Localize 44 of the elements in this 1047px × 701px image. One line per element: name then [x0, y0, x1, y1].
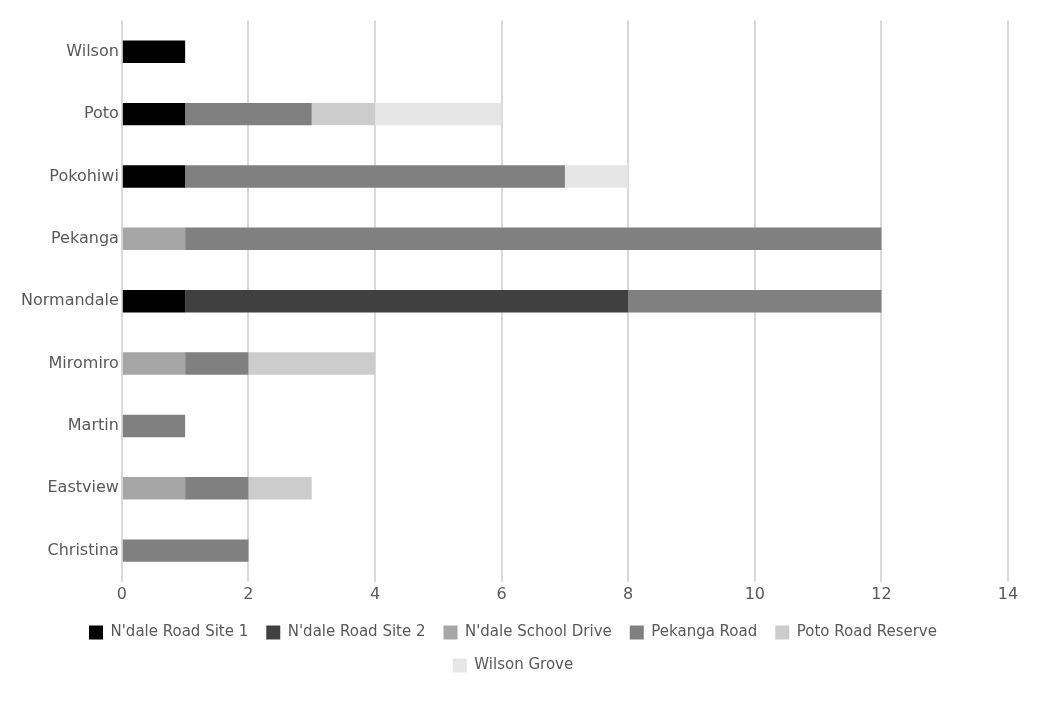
- legend-label: N'dale Road Site 2: [287, 622, 426, 641]
- bar: [122, 102, 186, 126]
- bar: [122, 352, 186, 375]
- y-tick-label: Martin: [67, 415, 119, 435]
- bar: [185, 102, 312, 126]
- x-tick-label: 10: [744, 583, 765, 603]
- bar: [122, 414, 186, 438]
- bar: [185, 289, 629, 313]
- x-tick-label: 8: [623, 583, 634, 603]
- legend-label: N'dale Road Site 1: [110, 622, 249, 641]
- bar: [375, 102, 502, 126]
- bar: [122, 477, 186, 500]
- y-tick-label: Wilson: [66, 40, 119, 60]
- legend-label: Wilson Grove: [474, 655, 574, 674]
- x-tick-label: 6: [496, 583, 507, 603]
- y-tick-label: Pekanga: [51, 228, 119, 247]
- y-tick-label: Poto: [83, 103, 119, 123]
- bar: [122, 227, 186, 251]
- bar: [122, 289, 186, 313]
- y-tick-label: Eastview: [47, 477, 119, 497]
- bar: [185, 227, 882, 251]
- legend-label: Poto Road Reserve: [796, 622, 937, 641]
- bar: [185, 352, 249, 375]
- x-tick-label: 4: [369, 583, 381, 603]
- bar: [564, 165, 629, 188]
- bar: [122, 539, 249, 562]
- y-tick-label: Pokohiwi: [49, 165, 119, 185]
- y-tick-label: Christina: [47, 539, 119, 559]
- bar: [248, 477, 312, 500]
- x-tick-label: 2: [243, 583, 254, 603]
- bar: [122, 165, 186, 188]
- x-tick-label: 0: [116, 583, 127, 603]
- bar: [248, 352, 376, 375]
- bar: [122, 40, 186, 63]
- legend-label: N'dale School Drive: [465, 622, 612, 641]
- bar: [185, 477, 249, 500]
- legend-label: Pekanga Road: [651, 622, 758, 641]
- x-tick-label: 14: [997, 583, 1019, 603]
- bar: [311, 102, 376, 126]
- y-tick-label: Miromiro: [48, 352, 119, 372]
- bar: [185, 165, 565, 188]
- bar: [628, 289, 882, 313]
- y-tick-label: Normandale: [20, 290, 119, 310]
- x-tick-label: 12: [871, 583, 892, 603]
